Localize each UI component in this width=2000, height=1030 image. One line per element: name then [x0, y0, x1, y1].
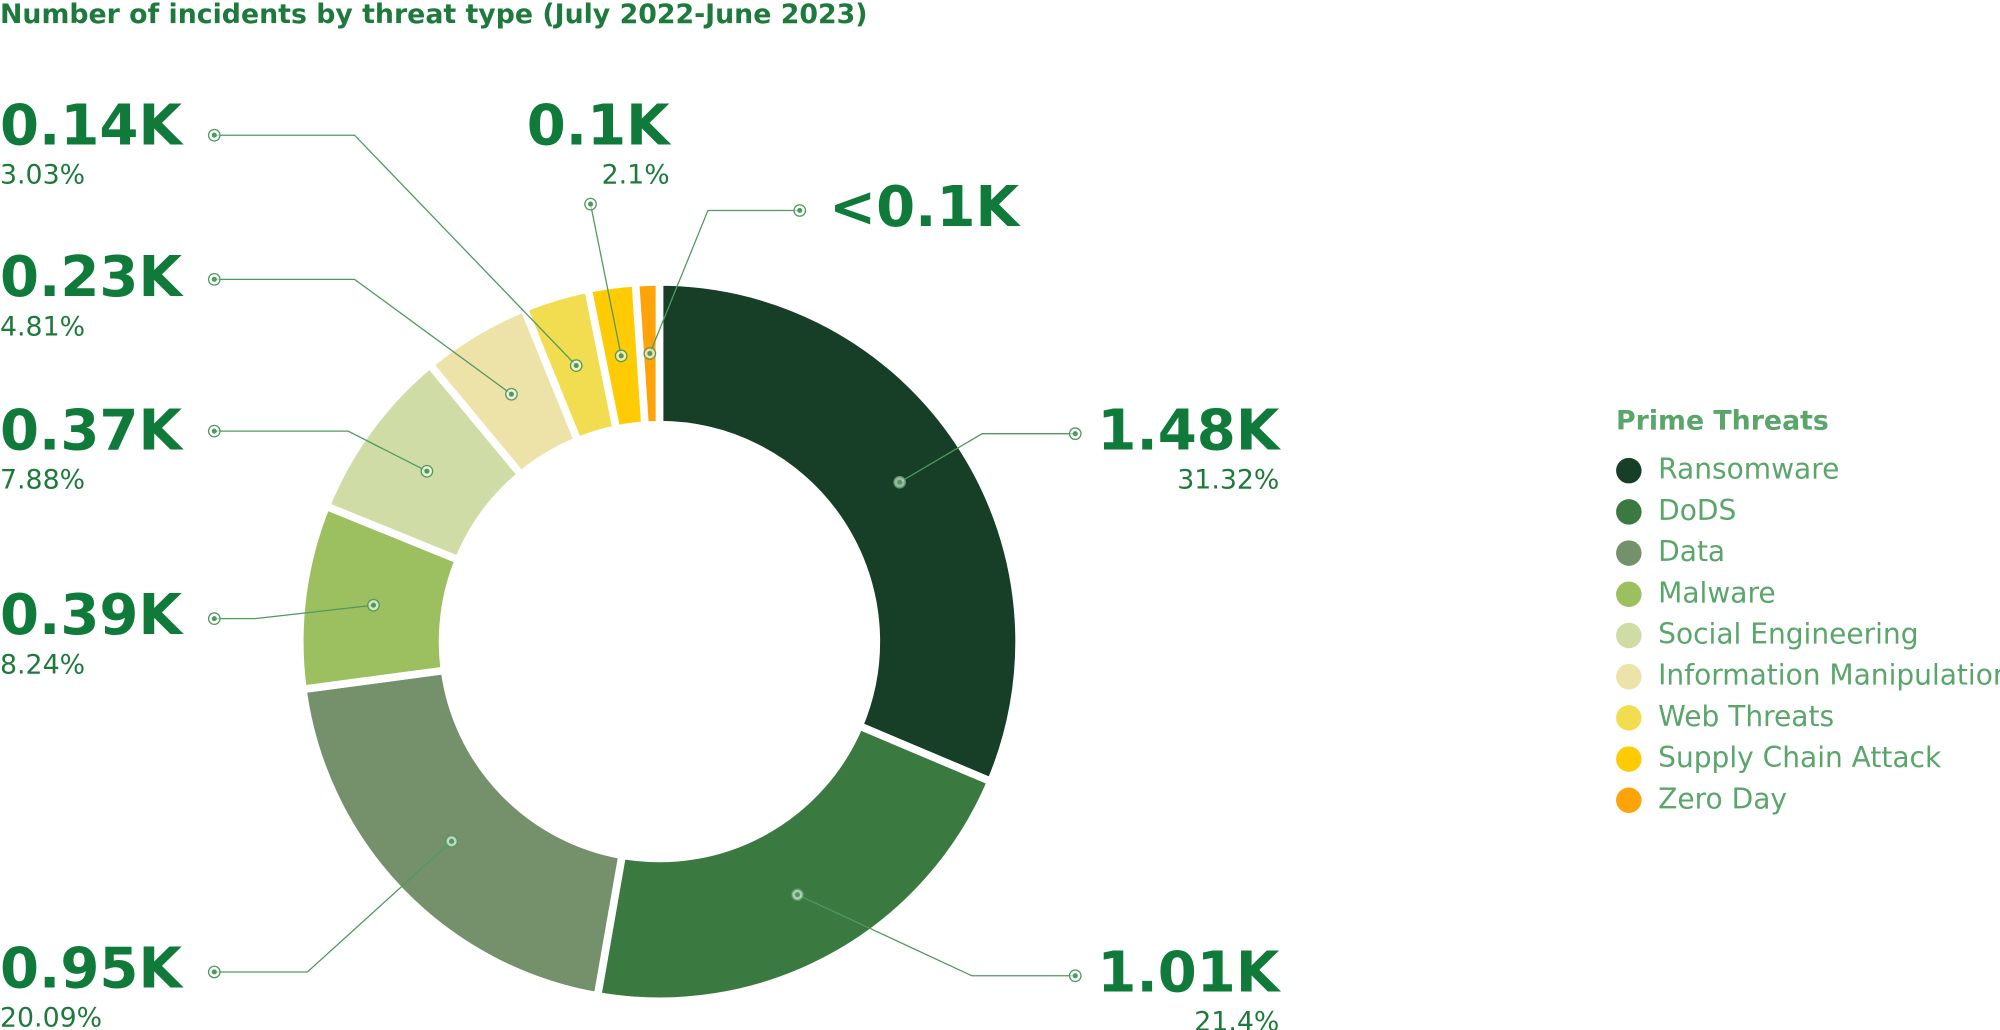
leader-line [214, 604, 374, 620]
leader-dot [618, 353, 624, 359]
leader-line [214, 840, 453, 973]
value-label: 0.39K [0, 583, 184, 648]
share-label: 3.03% [0, 160, 85, 191]
legend-swatch [1616, 746, 1642, 772]
leader-dot [508, 391, 514, 397]
legend-swatch [1616, 540, 1642, 566]
leader-dot [897, 479, 903, 485]
leader-dot [1072, 973, 1078, 979]
share-label: 21.4% [1194, 1006, 1279, 1030]
share-label: 7.88% [0, 464, 85, 495]
leader-dot [573, 363, 579, 369]
legend-swatch [1616, 457, 1642, 484]
share-label: 4.81% [0, 311, 85, 342]
legend-label: Data [1658, 535, 1725, 568]
slice [655, 278, 1023, 787]
slice [593, 720, 996, 1006]
value-label: 0.37K [0, 398, 184, 463]
leader-dot [797, 207, 803, 214]
leader-dot [370, 602, 377, 608]
leader-dot [588, 201, 594, 207]
legend-label: Malware [1658, 576, 1775, 609]
chart-title: Number of incidents by threat type (July… [0, 0, 867, 30]
leader-line [649, 209, 800, 354]
legend-label: DoDS [1658, 494, 1736, 527]
leader-line [797, 894, 1076, 977]
legend-label: Web Threats [1658, 700, 1834, 733]
leader-line [214, 430, 428, 472]
legend-label: Supply Chain Attack [1658, 741, 1942, 774]
slice [298, 666, 627, 1001]
leader-dot [794, 892, 800, 898]
value-label: 0.23K [0, 245, 184, 310]
leader-dot [449, 838, 455, 844]
share-label: 2.1% [602, 160, 670, 191]
leader-line [214, 134, 577, 367]
leader-dot [647, 350, 653, 357]
value-label: 1.48K [1097, 398, 1281, 463]
leader-dot [211, 132, 217, 138]
leader-dot [1072, 431, 1078, 437]
leader-line [589, 203, 622, 357]
legend-label: Ransomware [1658, 453, 1839, 486]
value-label: <0.1K [829, 175, 1021, 240]
share-label: 31.32% [1177, 464, 1279, 495]
leader-line [214, 278, 512, 395]
legend-label: Social Engineering [1658, 617, 1918, 650]
legend-swatch [1616, 622, 1642, 649]
legend-label: Information Manipulation [1658, 659, 2000, 692]
value-label: 1.01K [1097, 940, 1281, 1005]
legend-swatch [1616, 581, 1642, 608]
leader-dot [424, 468, 430, 474]
leader-line [899, 433, 1076, 483]
legend-swatch [1616, 663, 1642, 690]
legend-label: Zero Day [1658, 782, 1787, 815]
legend-swatch [1616, 499, 1642, 525]
share-label: 20.09% [0, 1003, 102, 1030]
share-label: 8.24% [0, 649, 85, 680]
value-label: 0.1K [527, 93, 672, 158]
leader-dot [211, 276, 217, 282]
leader-dot [211, 969, 217, 975]
legend-title: Prime Threats [1616, 406, 1829, 437]
value-label: 0.95K [0, 937, 184, 1002]
leader-dot [211, 428, 217, 434]
legend-swatch [1616, 705, 1642, 731]
legend-swatch [1616, 787, 1642, 814]
value-label: 0.14K [0, 93, 184, 158]
leader-dot [211, 616, 217, 622]
